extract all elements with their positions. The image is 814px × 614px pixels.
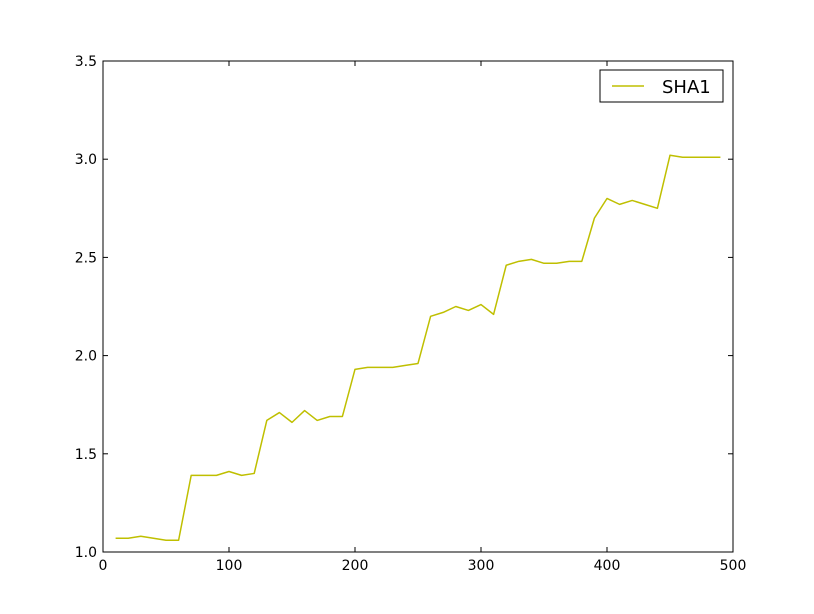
legend-label-sha1: SHA1	[662, 77, 711, 98]
y-tick-label: 1.5	[75, 447, 97, 463]
legend: SHA1	[599, 69, 724, 103]
x-tick-label: 400	[594, 558, 621, 574]
x-axis: 0 100 200 300 400 500	[99, 61, 747, 574]
y-tick-label: 2.0	[75, 349, 97, 365]
x-tick-label: 0	[99, 558, 108, 574]
x-tick-label: 200	[342, 558, 369, 574]
y-tick-label: 3.0	[75, 152, 97, 168]
y-tick-label: 1.0	[75, 545, 97, 561]
series-layer	[115, 154, 721, 541]
series-line-sha1	[115, 154, 721, 541]
x-tick-label: 100	[216, 558, 243, 574]
y-axis: 1.0 1.5 2.0 2.5 3.0 3.5	[75, 54, 733, 561]
x-tick-label: 500	[720, 558, 747, 574]
plot-frame	[102, 60, 734, 553]
y-tick-label: 3.5	[75, 54, 97, 70]
y-tick-label: 2.5	[75, 250, 97, 266]
x-tick-label: 300	[468, 558, 495, 574]
